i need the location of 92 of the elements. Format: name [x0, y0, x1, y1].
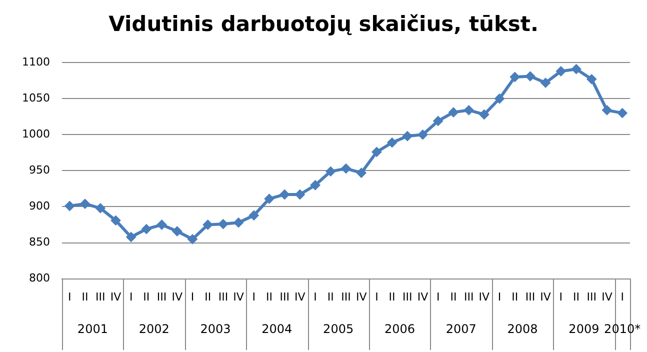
point — [540, 78, 551, 88]
point — [310, 180, 320, 190]
point — [402, 131, 412, 142]
point — [326, 166, 336, 176]
text: 2007 — [446, 322, 476, 336]
text: 2005 — [323, 322, 354, 336]
x-tick-label: I — [314, 290, 317, 304]
text: 2009 — [568, 322, 600, 336]
chart-title: Vidutinis darbuotojų skaičius, tūkst. — [108, 11, 540, 38]
point — [510, 72, 520, 82]
x-tick-label: II — [512, 290, 518, 304]
x-tick-label: IV — [233, 290, 244, 304]
x-tick-label: I — [620, 290, 624, 304]
text: 2004 — [262, 322, 292, 336]
x-tick-label: I — [559, 290, 563, 304]
x-tick-label: III — [402, 290, 412, 304]
x-tick-label: IV — [540, 290, 552, 304]
x-tick-label: I — [375, 290, 378, 304]
x-tick-label: II — [327, 290, 334, 304]
x-tick-label: III — [156, 290, 167, 304]
point — [372, 146, 382, 157]
point — [156, 220, 167, 230]
y-tick-label: 900 — [28, 200, 50, 213]
y-tick-label: 800 — [28, 272, 50, 285]
point — [586, 74, 597, 84]
x-tick-label: II — [573, 290, 580, 304]
point — [387, 138, 398, 148]
x-tick-label: IV — [172, 290, 183, 304]
x-tick-label: I — [129, 290, 133, 304]
x-tick-label: III — [96, 290, 106, 304]
text: 2008 — [507, 322, 538, 336]
point — [234, 218, 244, 228]
x-tick-label: II — [143, 290, 150, 304]
x-tick-label: II — [82, 290, 88, 304]
y-tick-label: 1100 — [22, 55, 50, 68]
point — [602, 105, 612, 116]
text: 2002 — [138, 322, 170, 336]
x-tick-label: I — [498, 290, 502, 304]
y-tick-label: 850 — [28, 236, 50, 249]
y-tick-label: 950 — [28, 164, 50, 177]
point — [525, 71, 536, 82]
point — [356, 168, 366, 178]
point — [80, 198, 90, 209]
x-tick-label: I — [68, 290, 72, 304]
point — [464, 105, 474, 116]
point — [248, 210, 259, 220]
x-tick-label: III — [464, 290, 474, 304]
x-tick-label: IV — [110, 290, 122, 304]
point — [202, 220, 213, 230]
text: 2006 — [384, 322, 415, 336]
point — [218, 219, 228, 230]
x-tick-label: IV — [602, 290, 613, 304]
x-tick-label: IV — [356, 290, 368, 304]
x-tick-label: III — [525, 290, 536, 304]
point — [479, 109, 490, 120]
x-tick-label: I — [436, 290, 440, 304]
point — [280, 189, 290, 200]
x-tick-label: IV — [294, 290, 306, 304]
x-tick-label: II — [450, 290, 457, 304]
x-tick-label: III — [218, 290, 228, 304]
point — [294, 189, 305, 200]
point — [95, 203, 106, 214]
point — [172, 226, 182, 236]
point — [617, 108, 628, 118]
point — [418, 130, 428, 140]
x-tick-label: IV — [417, 290, 429, 304]
x-tick-label: II — [204, 290, 212, 304]
text: 2001 — [77, 322, 108, 336]
x-tick-label: IV — [478, 290, 490, 304]
x-tick-label: III — [586, 290, 596, 304]
text: 2003 — [200, 322, 231, 336]
text: 2010* — [604, 322, 641, 336]
point — [187, 234, 198, 244]
point — [110, 215, 121, 226]
point — [264, 194, 274, 204]
point — [433, 116, 444, 126]
y-tick-label: 1050 — [22, 91, 50, 104]
point — [494, 94, 505, 104]
x-tick-label: I — [190, 290, 194, 304]
x-tick-label: I — [252, 290, 256, 304]
point — [126, 232, 136, 242]
x-tick-label: III — [341, 290, 351, 304]
point — [141, 224, 152, 234]
x-tick-label: III — [280, 290, 290, 304]
point — [571, 64, 582, 74]
point — [556, 66, 566, 76]
point — [64, 201, 75, 212]
x-tick-label: II — [266, 290, 272, 304]
x-tick-label: II — [388, 290, 396, 304]
y-tick-label: 1000 — [22, 128, 50, 141]
point — [448, 107, 458, 118]
point — [340, 164, 351, 174]
